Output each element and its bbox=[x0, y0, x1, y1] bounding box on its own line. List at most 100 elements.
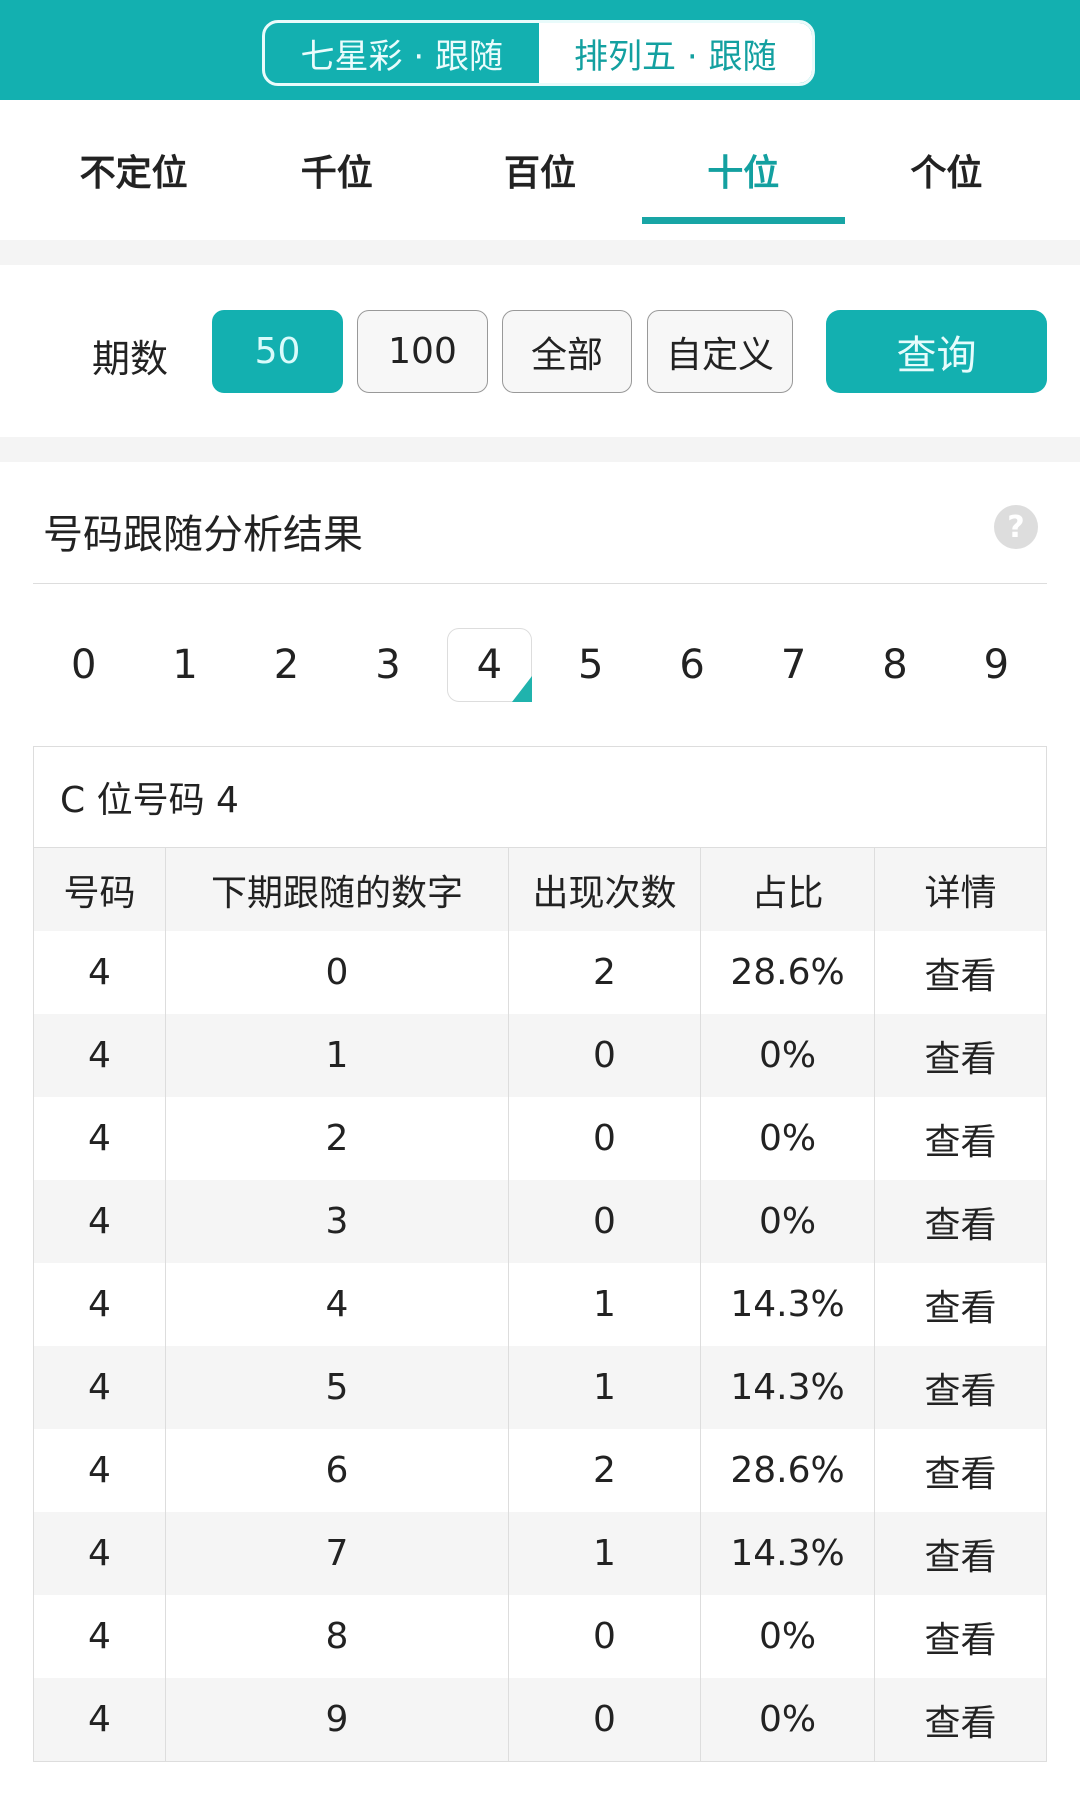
period-label: 期数 bbox=[92, 337, 169, 381]
table-cell: 0% bbox=[701, 1595, 875, 1678]
app-header: 七星彩 · 跟随 排列五 · 跟随 bbox=[0, 0, 1080, 100]
view-detail-link[interactable]: 查看 bbox=[924, 1619, 997, 1661]
period-custom-button[interactable]: 自定义 bbox=[647, 310, 793, 393]
table-cell: 0% bbox=[701, 1097, 875, 1180]
digit-2[interactable]: 2 bbox=[273, 642, 300, 688]
view-detail-link[interactable]: 查看 bbox=[924, 955, 997, 997]
section-gap bbox=[0, 437, 1080, 462]
view-detail-link[interactable]: 查看 bbox=[924, 1121, 997, 1163]
table-row: 4 5 1 14.3% 查看 bbox=[34, 1346, 1046, 1429]
table-cell: 4 bbox=[34, 1263, 166, 1346]
digit-9[interactable]: 9 bbox=[983, 642, 1010, 688]
table-cell: 9 bbox=[166, 1678, 509, 1761]
digit-8[interactable]: 8 bbox=[882, 642, 908, 688]
table-cell: 6 bbox=[166, 1429, 509, 1512]
table-row: 4 6 2 28.6% 查看 bbox=[34, 1429, 1046, 1512]
digit-3[interactable]: 3 bbox=[375, 642, 401, 688]
digit-0[interactable]: 0 bbox=[70, 642, 97, 688]
header-cell: 下期跟随的数字 bbox=[166, 848, 509, 931]
segment-pailiewu[interactable]: 排列五 · 跟随 bbox=[538, 23, 812, 83]
period-100-button[interactable]: 100 bbox=[357, 310, 488, 393]
header-cell: 出现次数 bbox=[509, 848, 701, 931]
table-row: 4 2 0 0% 查看 bbox=[34, 1097, 1046, 1180]
table-cell: 4 bbox=[34, 1429, 166, 1512]
view-detail-link[interactable]: 查看 bbox=[924, 1536, 997, 1578]
position-tabs: 不定位 千位 百位 十位 个位 bbox=[0, 100, 1080, 240]
table-cell: 0 bbox=[509, 1180, 701, 1263]
table-cell: 4 bbox=[34, 1512, 166, 1595]
table-header-row: 号码 下期跟随的数字 出现次数 占比 详情 bbox=[34, 848, 1046, 931]
table-cell: 4 bbox=[34, 1346, 166, 1429]
table-row: 4 4 1 14.3% 查看 bbox=[34, 1263, 1046, 1346]
table-cell: 2 bbox=[509, 931, 701, 1014]
view-detail-link[interactable]: 查看 bbox=[924, 1702, 997, 1744]
table-row: 4 0 2 28.6% 查看 bbox=[34, 931, 1046, 1014]
follow-table: C 位号码 4 号码 下期跟随的数字 出现次数 占比 详情 4 0 2 28.6% 查看… bbox=[33, 746, 1047, 1762]
view-detail-link[interactable]: 查看 bbox=[924, 1287, 997, 1329]
question-icon[interactable]: ? bbox=[994, 505, 1038, 549]
view-detail-link[interactable]: 查看 bbox=[924, 1453, 997, 1495]
table-cell: 4 bbox=[34, 931, 166, 1014]
table-row: 4 1 0 0% 查看 bbox=[34, 1014, 1046, 1097]
table-cell: 28.6% bbox=[701, 1429, 875, 1512]
table-cell: 2 bbox=[166, 1097, 509, 1180]
digit-5[interactable]: 5 bbox=[578, 642, 604, 688]
table-cell: 0% bbox=[701, 1180, 875, 1263]
table-cell: 14.3% bbox=[701, 1346, 875, 1429]
table-cell: 4 bbox=[34, 1014, 166, 1097]
tab-tens[interactable]: 十位 bbox=[641, 100, 846, 240]
digit-1[interactable]: 1 bbox=[172, 642, 198, 688]
period-all-button[interactable]: 全部 bbox=[502, 310, 632, 393]
period-50-button[interactable]: 50 bbox=[212, 310, 343, 393]
table-cell: 1 bbox=[509, 1346, 701, 1429]
table-cell: 28.6% bbox=[701, 931, 875, 1014]
table-cell: 0% bbox=[701, 1014, 875, 1097]
table-cell: 14.3% bbox=[701, 1512, 875, 1595]
table-cell: 0% bbox=[701, 1678, 875, 1761]
tab-thousands[interactable]: 千位 bbox=[300, 153, 373, 194]
view-detail-link[interactable]: 查看 bbox=[924, 1204, 997, 1246]
tab-hundreds[interactable]: 百位 bbox=[504, 153, 577, 194]
header-cell: 详情 bbox=[924, 872, 997, 914]
table-cell: 0 bbox=[509, 1595, 701, 1678]
table-cell: 4 bbox=[34, 1678, 166, 1761]
table-cell: 7 bbox=[166, 1512, 509, 1595]
segment-qixingcai[interactable]: 七星彩 · 跟随 bbox=[300, 36, 503, 77]
tab-units[interactable]: 个位 bbox=[910, 153, 983, 194]
table-cell: 1 bbox=[509, 1263, 701, 1346]
section-gap bbox=[0, 240, 1080, 265]
table-cell: 0 bbox=[509, 1678, 701, 1761]
table-cell: 1 bbox=[509, 1512, 701, 1595]
table-cell: 0 bbox=[509, 1014, 701, 1097]
table-cell: 4 bbox=[166, 1263, 509, 1346]
table-cell: 4 bbox=[34, 1097, 166, 1180]
divider bbox=[33, 583, 1047, 584]
lottery-segmented-control: 七星彩 · 跟随 排列五 · 跟随 bbox=[262, 20, 815, 86]
header-cell: 占比 bbox=[701, 848, 875, 931]
table-cell: 5 bbox=[166, 1346, 509, 1429]
header-cell: 号码 bbox=[34, 848, 166, 931]
table-cell: 8 bbox=[166, 1595, 509, 1678]
table-cell: 0 bbox=[509, 1097, 701, 1180]
view-detail-link[interactable]: 查看 bbox=[924, 1370, 997, 1412]
table-cell: 14.3% bbox=[701, 1263, 875, 1346]
table-cell: 1 bbox=[166, 1014, 509, 1097]
table-cell: 4 bbox=[34, 1180, 166, 1263]
digit-selector: 0 1 2 3 4 5 6 7 8 9 bbox=[33, 628, 1047, 702]
digit-4-selected[interactable]: 4 bbox=[439, 628, 540, 702]
table-row: 4 3 0 0% 查看 bbox=[34, 1180, 1046, 1263]
table-cell: 4 bbox=[34, 1595, 166, 1678]
table-caption: C 位号码 4 bbox=[34, 747, 1046, 848]
table-cell: 0 bbox=[166, 931, 509, 1014]
digit-6[interactable]: 6 bbox=[679, 642, 705, 688]
table-row: 4 9 0 0% 查看 bbox=[34, 1678, 1046, 1761]
table-row: 4 8 0 0% 查看 bbox=[34, 1595, 1046, 1678]
table-row: 4 7 1 14.3% 查看 bbox=[34, 1512, 1046, 1595]
query-button[interactable]: 查询 bbox=[826, 310, 1047, 393]
table-cell: 3 bbox=[166, 1180, 509, 1263]
view-detail-link[interactable]: 查看 bbox=[924, 1038, 997, 1080]
table-cell: 2 bbox=[509, 1429, 701, 1512]
tab-any-position[interactable]: 不定位 bbox=[79, 153, 188, 194]
result-title: 号码跟随分析结果 bbox=[43, 512, 363, 558]
digit-7[interactable]: 7 bbox=[780, 642, 807, 688]
